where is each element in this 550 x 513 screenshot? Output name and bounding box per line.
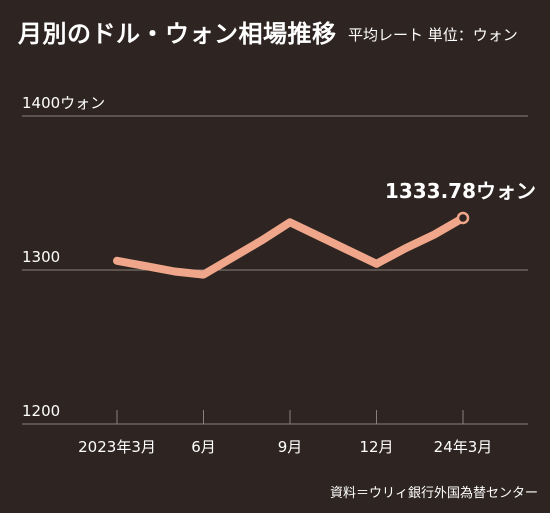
y-tick-label: 1200 [22,402,60,420]
x-tick-label: 9月 [278,438,303,456]
x-tick-label: 12月 [359,438,393,456]
x-tick-label: 2023年3月 [78,438,156,456]
y-tick-label: 1400ウォン [22,94,105,112]
y-tick-label: 1300 [22,248,60,266]
chart-subtitle: 平均レート 単位：ウォン [348,26,518,44]
latest-value-label: 1333.78ウォン [385,179,536,203]
chart-title: 月別のドル・ウォン相場推移 [18,20,337,48]
x-tick-label: 6月 [191,438,216,456]
source-note: 資料＝ウリィ銀行外国為替センター [329,486,538,501]
end-point [456,211,470,225]
series-line [113,214,467,279]
x-tick-label: 24年3月 [434,438,493,456]
